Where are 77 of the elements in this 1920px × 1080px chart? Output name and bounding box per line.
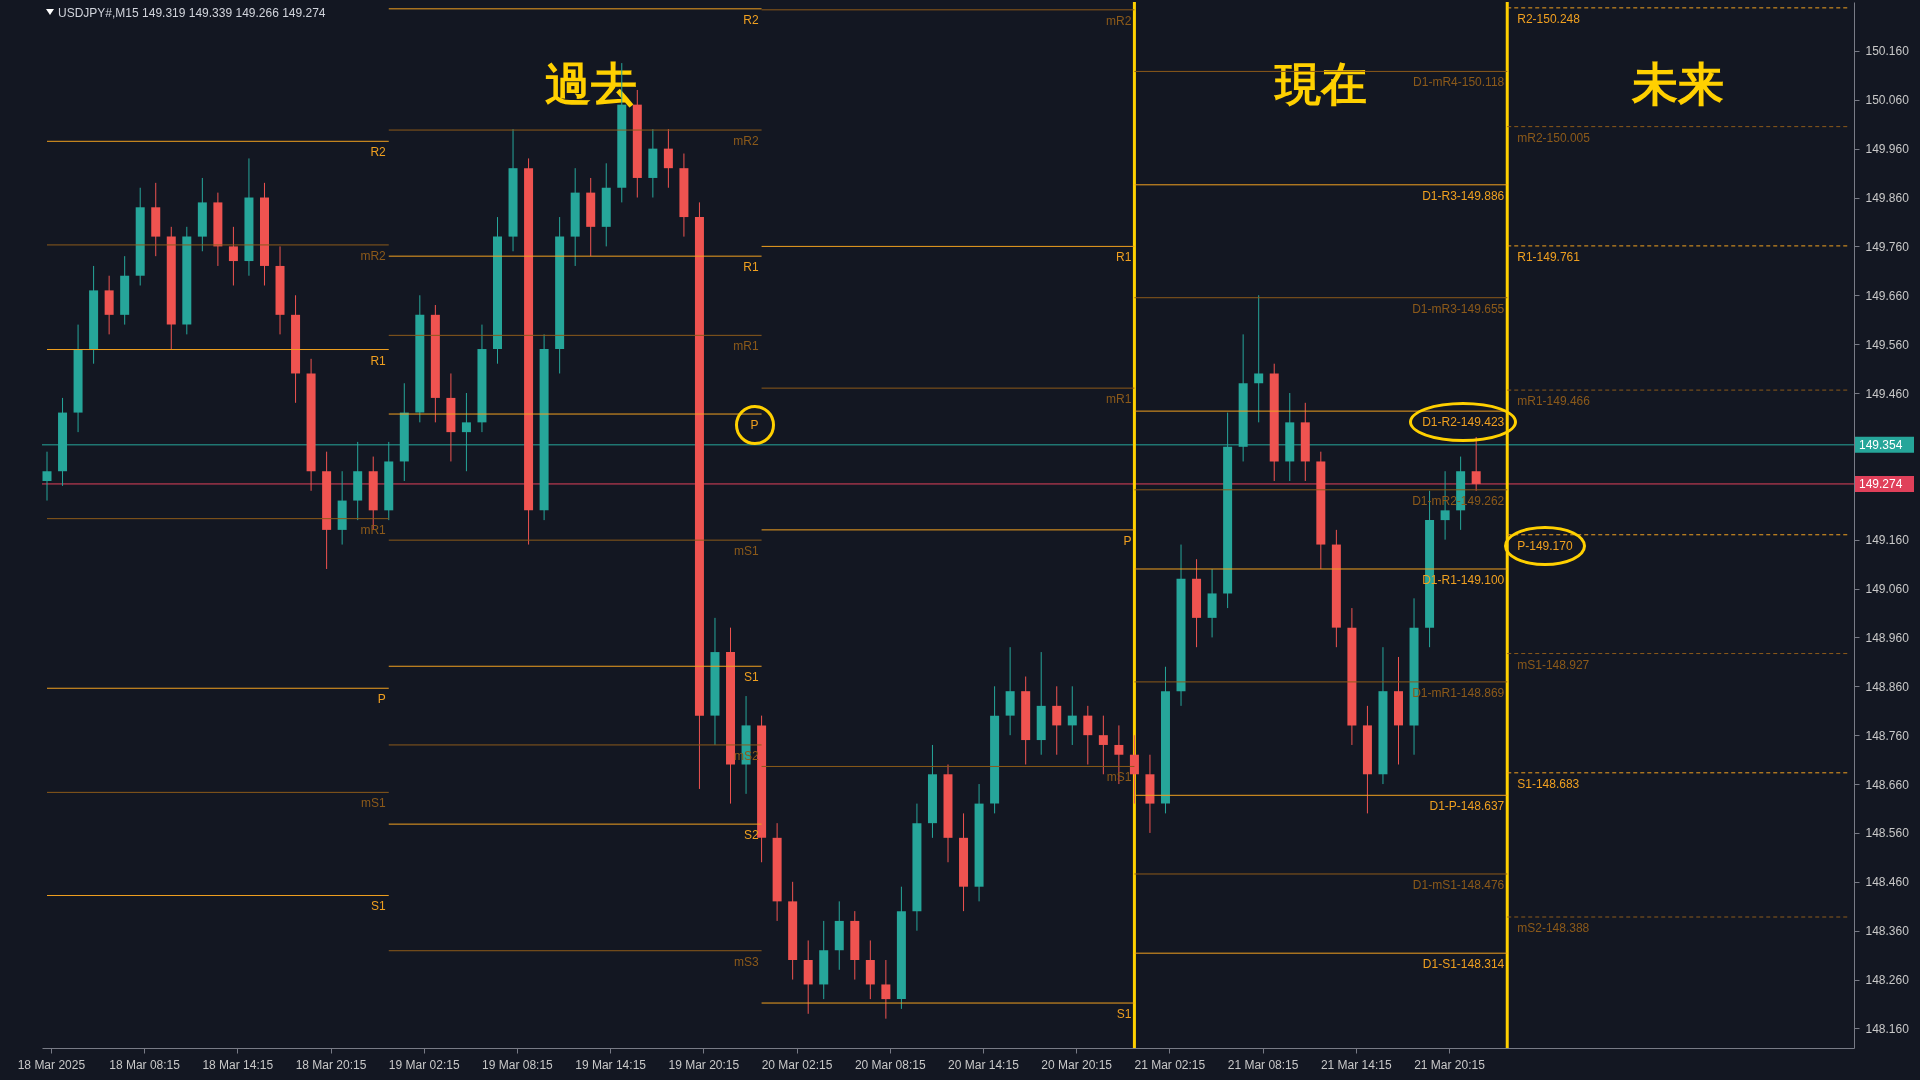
series-label: mS3 bbox=[733, 954, 759, 969]
y-tick-label: 148.260 bbox=[1865, 973, 1910, 988]
annotation: 未来 bbox=[1631, 57, 1725, 111]
y-tick-label: 149.060 bbox=[1865, 582, 1910, 597]
series-label: mR1 bbox=[733, 339, 759, 354]
series-label: D1-S1-148.314 bbox=[1422, 957, 1505, 972]
x-tick-label: 21 Mar 08:15 bbox=[1227, 1057, 1299, 1072]
series-label: S1 bbox=[371, 899, 387, 914]
series-label: R1-149.761 bbox=[1517, 249, 1581, 264]
x-tick-label: 18 Mar 20:15 bbox=[295, 1057, 367, 1072]
y-tick-label: 148.460 bbox=[1865, 875, 1910, 890]
series-label: S1 bbox=[743, 670, 759, 685]
series-label: D1-R3-149.886 bbox=[1422, 188, 1505, 203]
series-label: R1 bbox=[743, 260, 759, 275]
series-label: D1-R2-149.423 bbox=[1422, 415, 1505, 430]
series-label: S2 bbox=[743, 828, 759, 843]
x-tick-label: 18 Mar 2025 bbox=[17, 1057, 86, 1072]
x-tick-label: 20 Mar 02:15 bbox=[761, 1057, 833, 1072]
x-tick-label: 19 Mar 02:15 bbox=[388, 1057, 460, 1072]
y-tick-label: 149.760 bbox=[1865, 239, 1910, 254]
ref-line-label: 149.354 bbox=[1859, 437, 1903, 452]
series-label: S1 bbox=[1116, 1007, 1132, 1022]
series-label: D1-mR3-149.655 bbox=[1412, 301, 1505, 316]
series-label: mR1 bbox=[360, 522, 387, 537]
series-label: mR2 bbox=[360, 248, 387, 263]
y-tick-label: 150.060 bbox=[1865, 93, 1910, 108]
series-label: D1-mS1-148.476 bbox=[1412, 877, 1505, 892]
series-label: R2 bbox=[743, 12, 759, 27]
series-label: mR1 bbox=[1106, 392, 1132, 407]
y-tick-label: 148.860 bbox=[1865, 679, 1910, 694]
y-tick-label: 148.660 bbox=[1865, 777, 1910, 792]
y-tick-label: 149.160 bbox=[1865, 533, 1910, 548]
annotation: 過去 bbox=[544, 57, 637, 111]
series-label: mR1-149.466 bbox=[1517, 394, 1591, 409]
y-tick-label: 148.360 bbox=[1865, 924, 1910, 939]
series-label: P bbox=[1123, 533, 1132, 548]
series-label: P bbox=[750, 418, 759, 433]
x-tick-label: 21 Mar 20:15 bbox=[1414, 1057, 1486, 1072]
y-tick-label: 148.560 bbox=[1865, 826, 1910, 841]
ref-line-label: 149.274 bbox=[1859, 476, 1903, 491]
x-tick-label: 18 Mar 08:15 bbox=[109, 1057, 181, 1072]
series-label: mR2 bbox=[733, 134, 759, 149]
series-label: R1 bbox=[370, 353, 387, 368]
chart-title: USDJPY#,M15 149.319 149.339 149.266 149.274 bbox=[58, 6, 326, 20]
y-tick-label: 150.160 bbox=[1865, 44, 1910, 59]
x-tick-label: 20 Mar 08:15 bbox=[854, 1057, 926, 1072]
series-label: mS1 bbox=[733, 544, 759, 559]
annotation: 現在 bbox=[1272, 57, 1367, 111]
x-tick-label: 19 Mar 14:15 bbox=[575, 1057, 647, 1072]
y-tick-label: 149.560 bbox=[1865, 337, 1910, 352]
series-label: S1-148.683 bbox=[1517, 776, 1580, 791]
series-label: mR2 bbox=[1106, 13, 1132, 28]
y-tick-label: 148.760 bbox=[1865, 728, 1910, 743]
x-tick-label: 19 Mar 20:15 bbox=[668, 1057, 740, 1072]
series-label: mS1 bbox=[361, 796, 387, 811]
series-label: R1 bbox=[1116, 250, 1132, 265]
x-tick-label: 20 Mar 20:15 bbox=[1041, 1057, 1113, 1072]
y-tick-label: 149.960 bbox=[1865, 142, 1910, 157]
series-label: P-149.170 bbox=[1517, 538, 1573, 553]
x-tick-label: 20 Mar 14:15 bbox=[948, 1057, 1020, 1072]
x-tick-label: 21 Mar 02:15 bbox=[1134, 1057, 1206, 1072]
y-tick-label: 148.160 bbox=[1865, 1021, 1910, 1036]
series-label: mR2-150.005 bbox=[1517, 130, 1591, 145]
series-label: mS2-148.388 bbox=[1517, 921, 1590, 936]
series-label: D1-P-148.637 bbox=[1429, 799, 1505, 814]
series-label: P bbox=[377, 692, 386, 707]
y-tick-label: 149.460 bbox=[1865, 386, 1910, 401]
series-label: R2-150.248 bbox=[1517, 11, 1581, 26]
series-label: R2 bbox=[370, 145, 387, 160]
series-label: D1-mR4-150.118 bbox=[1413, 75, 1505, 90]
y-tick-label: 149.660 bbox=[1865, 288, 1910, 303]
y-tick-label: 148.960 bbox=[1865, 630, 1910, 645]
y-tick-label: 149.860 bbox=[1865, 191, 1910, 206]
x-tick-label: 19 Mar 08:15 bbox=[482, 1057, 554, 1072]
x-tick-label: 21 Mar 14:15 bbox=[1320, 1057, 1392, 1072]
x-tick-label: 18 Mar 14:15 bbox=[202, 1057, 274, 1072]
series-label: mS1-148.927 bbox=[1517, 657, 1590, 672]
